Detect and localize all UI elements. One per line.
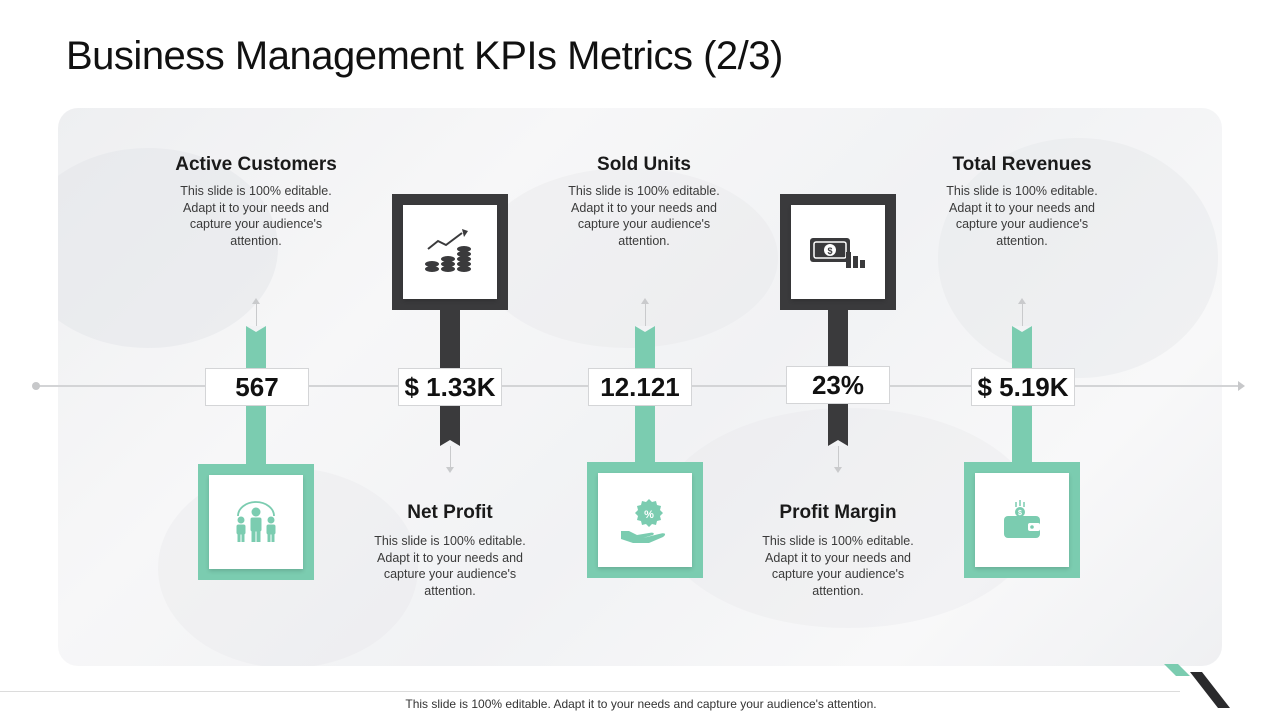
kpi-description-total-revenues: This slide is 100% editable. Adapt it to… <box>946 184 1098 248</box>
connector-line <box>256 304 257 328</box>
stem-notch <box>828 440 848 446</box>
kpi-value-total-revenues: $ 5.19K <box>971 368 1075 406</box>
growth-coins-chart-icon <box>425 229 471 272</box>
stem-notch <box>246 326 266 332</box>
connector-arrow-up <box>252 298 260 304</box>
kpi-icon-frame-total-revenues: $ <box>964 462 1080 578</box>
svg-text:$: $ <box>827 246 832 256</box>
wallet-coin-icon: $ <box>1004 500 1040 538</box>
kpi-value-active-customers: 567 <box>205 368 309 406</box>
kpi-icon-frame-sold-units: % <box>587 462 703 578</box>
svg-text:$: $ <box>1018 510 1022 517</box>
kpi-icon-frame-profit-margin: $ <box>780 194 896 310</box>
stem-notch <box>635 326 655 332</box>
kpi-heading-active-customers: Active Customers <box>175 154 337 175</box>
footer-divider <box>0 691 1180 692</box>
kpi-heading-total-revenues: Total Revenues <box>952 154 1092 175</box>
kpi-value-net-profit: $ 1.33K <box>398 368 502 406</box>
connector-arrow-up <box>641 298 649 304</box>
corner-decoration <box>1164 664 1230 708</box>
kpi-heading-profit-margin: Profit Margin <box>779 502 897 523</box>
kpi-heading-sold-units: Sold Units <box>597 154 691 175</box>
kpi-heading-net-profit: Net Profit <box>407 502 493 523</box>
connector-arrow-down <box>446 467 454 473</box>
connector-line <box>838 446 839 468</box>
kpi-value-sold-units: 12.121 <box>588 368 692 406</box>
kpi-icon-frame-active-customers <box>198 464 314 580</box>
money-bar-chart-icon: $ <box>810 238 865 268</box>
connector-line <box>1022 304 1023 328</box>
kpi-description-active-customers: This slide is 100% editable. Adapt it to… <box>180 184 332 248</box>
footer-note: This slide is 100% editable. Adapt it to… <box>405 697 877 711</box>
kpi-value-profit-margin: 23% <box>786 366 890 404</box>
connector-arrow-up <box>1018 298 1026 304</box>
kpi-description-profit-margin: This slide is 100% editable. Adapt it to… <box>762 534 914 598</box>
kpi-description-sold-units: This slide is 100% editable. Adapt it to… <box>568 184 720 248</box>
customers-group-icon <box>236 501 276 542</box>
connector-line <box>450 446 451 468</box>
kpi-description-net-profit: This slide is 100% editable. Adapt it to… <box>374 534 526 598</box>
percent-badge-hand-icon: % <box>621 499 666 543</box>
page-title: Business Management KPIs Metrics (2/3) <box>66 34 783 78</box>
svg-text:%: % <box>644 509 654 521</box>
kpi-icon-frame-net-profit <box>392 194 508 310</box>
stem-notch <box>440 440 460 446</box>
timeline-end-arrow <box>1238 381 1245 391</box>
stem-notch <box>1012 326 1032 332</box>
timeline-start-dot <box>32 382 40 390</box>
connector-arrow-down <box>834 467 842 473</box>
connector-line <box>645 304 646 328</box>
